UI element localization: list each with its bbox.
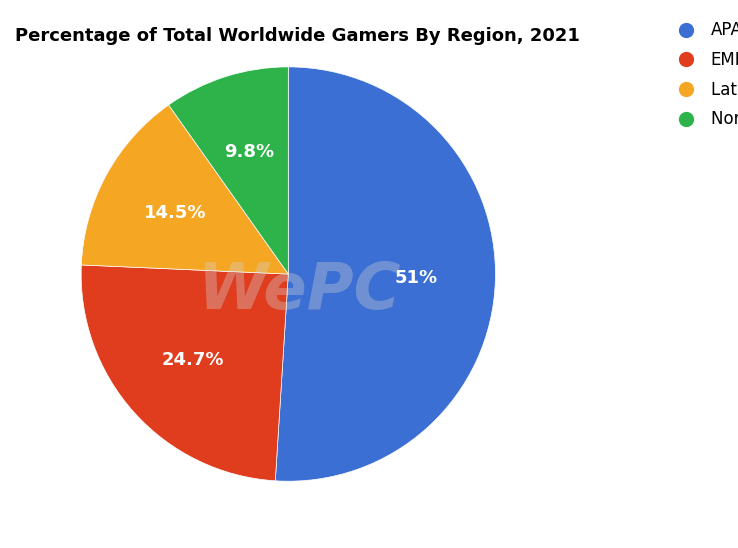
Text: WePC: WePC	[197, 260, 401, 322]
Text: 9.8%: 9.8%	[224, 142, 275, 161]
Wedge shape	[81, 105, 289, 274]
Text: 24.7%: 24.7%	[162, 351, 224, 369]
Text: Percentage of Total Worldwide Gamers By Region, 2021: Percentage of Total Worldwide Gamers By …	[15, 27, 579, 45]
Wedge shape	[275, 67, 495, 481]
Text: 51%: 51%	[395, 269, 438, 287]
Wedge shape	[169, 67, 289, 274]
Legend: APAC, EMEA, Latin America, North America: APAC, EMEA, Latin America, North America	[661, 13, 738, 137]
Text: 14.5%: 14.5%	[145, 203, 207, 221]
Wedge shape	[81, 265, 289, 481]
